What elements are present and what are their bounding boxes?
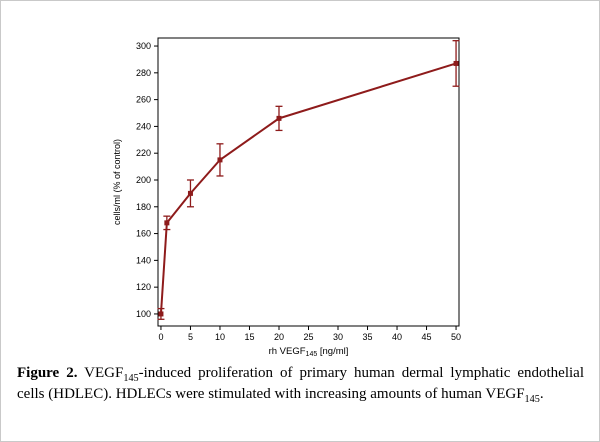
- caption-text-3: .: [539, 385, 544, 402]
- data-point-marker: [164, 220, 170, 226]
- data-point-marker: [453, 60, 459, 66]
- y-tick-label: 200: [136, 175, 151, 185]
- data-point-marker: [187, 190, 193, 196]
- caption-text-2: -induced proliferation of primary human …: [17, 365, 585, 402]
- x-tick-label: 10: [215, 332, 225, 342]
- x-tick-label: 30: [333, 332, 343, 342]
- y-tick-label: 180: [136, 202, 151, 212]
- y-axis-title: cells/ml (% of control): [112, 139, 122, 225]
- x-tick-label: 5: [188, 332, 193, 342]
- x-tick-label: 0: [158, 332, 163, 342]
- caption-subscript-2: 145: [524, 393, 540, 405]
- y-tick-label: 280: [136, 68, 151, 78]
- data-point-marker: [158, 311, 164, 317]
- data-point-marker: [276, 115, 282, 121]
- x-tick-label: 40: [392, 332, 402, 342]
- y-tick-label: 100: [136, 309, 151, 319]
- x-axis-title: rh VEGF145 [ng/ml]: [269, 346, 349, 358]
- y-tick-label: 160: [136, 229, 151, 239]
- y-tick-label: 240: [136, 121, 151, 131]
- data-line: [159, 62, 457, 315]
- caption-subscript-1: 145: [123, 373, 139, 384]
- data-point-marker: [217, 157, 223, 163]
- y-tick-label: 220: [136, 148, 151, 158]
- x-tick-label: 20: [274, 332, 284, 342]
- plot-frame: [157, 37, 460, 327]
- figure-label: Figure 2.: [17, 365, 78, 381]
- line-chart: 0 5 10 15 20 25 30 35 40 45 50 100 120 140 160 180 200 22…: [112, 37, 461, 358]
- x-tick-label: 45: [422, 332, 432, 342]
- y-tick-label: 260: [136, 95, 151, 105]
- y-tick-label: 300: [136, 41, 151, 51]
- x-tick-label: 35: [363, 332, 373, 342]
- y-tick-label: 120: [136, 282, 151, 292]
- x-tick-label: 50: [451, 332, 461, 342]
- y-tick-label: 140: [136, 255, 151, 265]
- caption-text: VEGF: [77, 365, 124, 381]
- x-tick-label: 25: [303, 332, 313, 342]
- figure-caption: Figure 2. VEGF145-induced proliferation …: [17, 363, 584, 404]
- x-tick-label: 15: [244, 332, 254, 342]
